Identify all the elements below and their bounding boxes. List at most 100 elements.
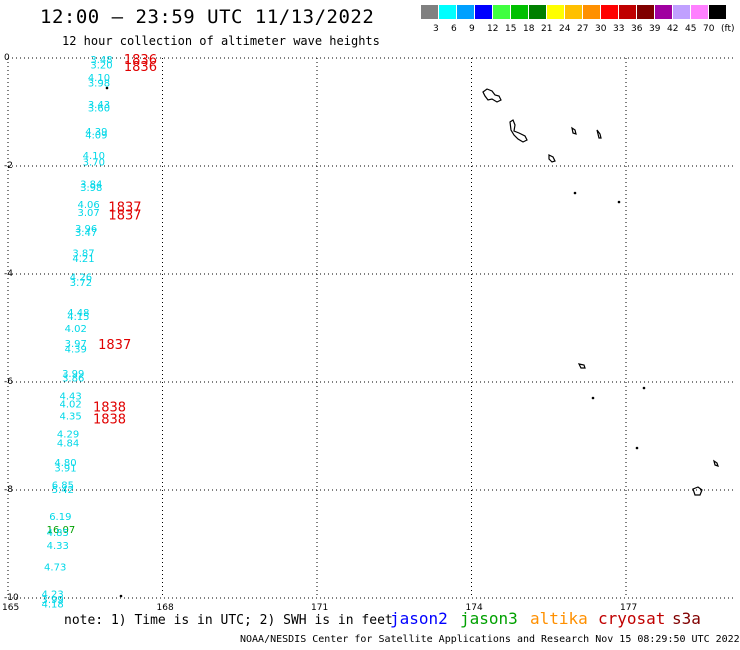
legend-label: 21 (541, 24, 553, 34)
legend-label: 27 (577, 24, 589, 34)
x-tick-label: 177 (620, 603, 637, 613)
wave-height-value: 3.96 (75, 224, 97, 235)
x-tick-label: 174 (466, 603, 483, 613)
wave-height-value: 5.42 (52, 485, 74, 496)
legend-label: 24 (559, 24, 571, 34)
island-outline (713, 459, 719, 467)
wave-height-value: 4.29 (57, 429, 79, 440)
island-dot (642, 386, 646, 390)
legend-label: 9 (469, 24, 475, 34)
island-dot (617, 200, 621, 204)
wave-height-value: 3.86 (62, 374, 84, 385)
island-dot (105, 86, 109, 90)
map-grid (7, 57, 735, 599)
wave-height-value: 4.85 (47, 528, 69, 539)
wave-height-value: 3.91 (54, 463, 76, 474)
wave-height-value: 4.18 (41, 599, 63, 610)
wave-height-value: 4.48 (67, 308, 89, 319)
island-outline (548, 154, 556, 163)
island-dot (591, 396, 595, 400)
time-label: 1838 (93, 400, 126, 415)
island-outline (482, 88, 502, 103)
x-tick-label: 171 (311, 603, 328, 613)
island-outline (509, 119, 528, 143)
legend-swatch (439, 5, 456, 19)
island-dot (119, 594, 123, 598)
satellite-name: jason2 (390, 609, 448, 628)
legend-swatch (493, 5, 510, 19)
wave-height-value: 3.07 (78, 208, 100, 219)
wave-height-value: 4.26 (70, 273, 92, 284)
legend-swatch (511, 5, 528, 19)
wave-height-value: 3.20 (90, 60, 112, 71)
legend-label: 18 (523, 24, 535, 34)
wave-height-value: 6.19 (49, 512, 71, 523)
legend-label: (ft) (721, 24, 735, 34)
wave-height-value: 3.60 (88, 104, 110, 115)
wave-height-value: 16.07 (47, 525, 76, 536)
legend-swatch (475, 5, 492, 19)
wave-height-value: 4.84 (57, 438, 79, 449)
y-tick-label: -10 (4, 593, 19, 603)
legend-swatch (601, 5, 618, 19)
wave-height-value: 4.02 (60, 400, 82, 411)
legend-swatch (457, 5, 474, 19)
wave-height-value: 4.43 (60, 392, 82, 403)
legend-swatch (421, 5, 438, 19)
legend-swatch (691, 5, 708, 19)
legend-swatch (709, 5, 726, 19)
legend-swatch (547, 5, 564, 19)
legend-swatch (619, 5, 636, 19)
wave-height-value: 6.85 (52, 481, 74, 492)
wave-height-value: 3.48 (90, 55, 112, 66)
legend-label: 36 (631, 24, 643, 34)
time-label: 1838 (93, 413, 126, 428)
island-outline (692, 486, 703, 496)
island-dot (573, 191, 577, 195)
wave-height-value: 4.73 (44, 563, 66, 574)
satellite-name: altika (530, 609, 588, 628)
island-dot (635, 446, 639, 450)
legend-swatch (565, 5, 582, 19)
y-tick-label: -8 (4, 485, 13, 495)
wave-height-value: 4.35 (60, 411, 82, 422)
wave-height-value: 3.87 (72, 248, 94, 259)
legend-label: 39 (649, 24, 661, 34)
time-label: 1837 (108, 201, 141, 216)
footer-note: note: 1) Time is in UTC; 2) SWH is in fe… (64, 613, 393, 628)
x-tick-label: 165 (2, 603, 19, 613)
wave-height-value: 4.80 (54, 458, 76, 469)
wave-height-value: 3.98 (88, 78, 110, 89)
wave-height-value: 3.70 (83, 158, 105, 169)
legend-label: 3 (433, 24, 439, 34)
legend-swatch (637, 5, 654, 19)
wave-height-value: 4.23 (41, 590, 63, 601)
wave-height-value: 4.10 (88, 73, 110, 84)
wave-height-value: 3.84 (80, 179, 102, 190)
island-outline (596, 129, 602, 139)
wave-height-labels: 3.483.204.103.983.433.604.394.094.103.70… (41, 53, 156, 610)
wave-height-value: 3.72 (70, 278, 92, 289)
legend-swatch (655, 5, 672, 19)
legend-label: 70 (703, 24, 715, 34)
wave-height-value: 4.39 (85, 127, 107, 138)
wave-height-value: 4.09 (85, 131, 107, 142)
page-title: 12:00 – 23:59 UTC 11/13/2022 (40, 6, 375, 28)
legend-label: 12 (487, 24, 499, 34)
axis-labels: 165 168 171 174 177 0 -2 -4 -6 -8 -10 (2, 53, 637, 613)
wave-height-value: 4.33 (47, 541, 69, 552)
satellite-name: jason3 (460, 609, 518, 628)
wave-height-value: 4.39 (65, 345, 87, 356)
wave-height-value: 3.43 (88, 100, 110, 111)
island-outline (577, 363, 586, 369)
legend-swatch (583, 5, 600, 19)
legend-label: 6 (451, 24, 457, 34)
x-tick-label: 168 (157, 603, 174, 613)
wave-height-value: 3.99 (41, 595, 63, 606)
y-tick-label: -4 (4, 269, 13, 279)
wave-height-value: 4.10 (83, 151, 105, 162)
wave-height-value: 3.98 (80, 183, 102, 194)
time-label: 1837 (98, 338, 131, 353)
legend-swatch (529, 5, 546, 19)
time-label: 1836 (124, 53, 157, 68)
